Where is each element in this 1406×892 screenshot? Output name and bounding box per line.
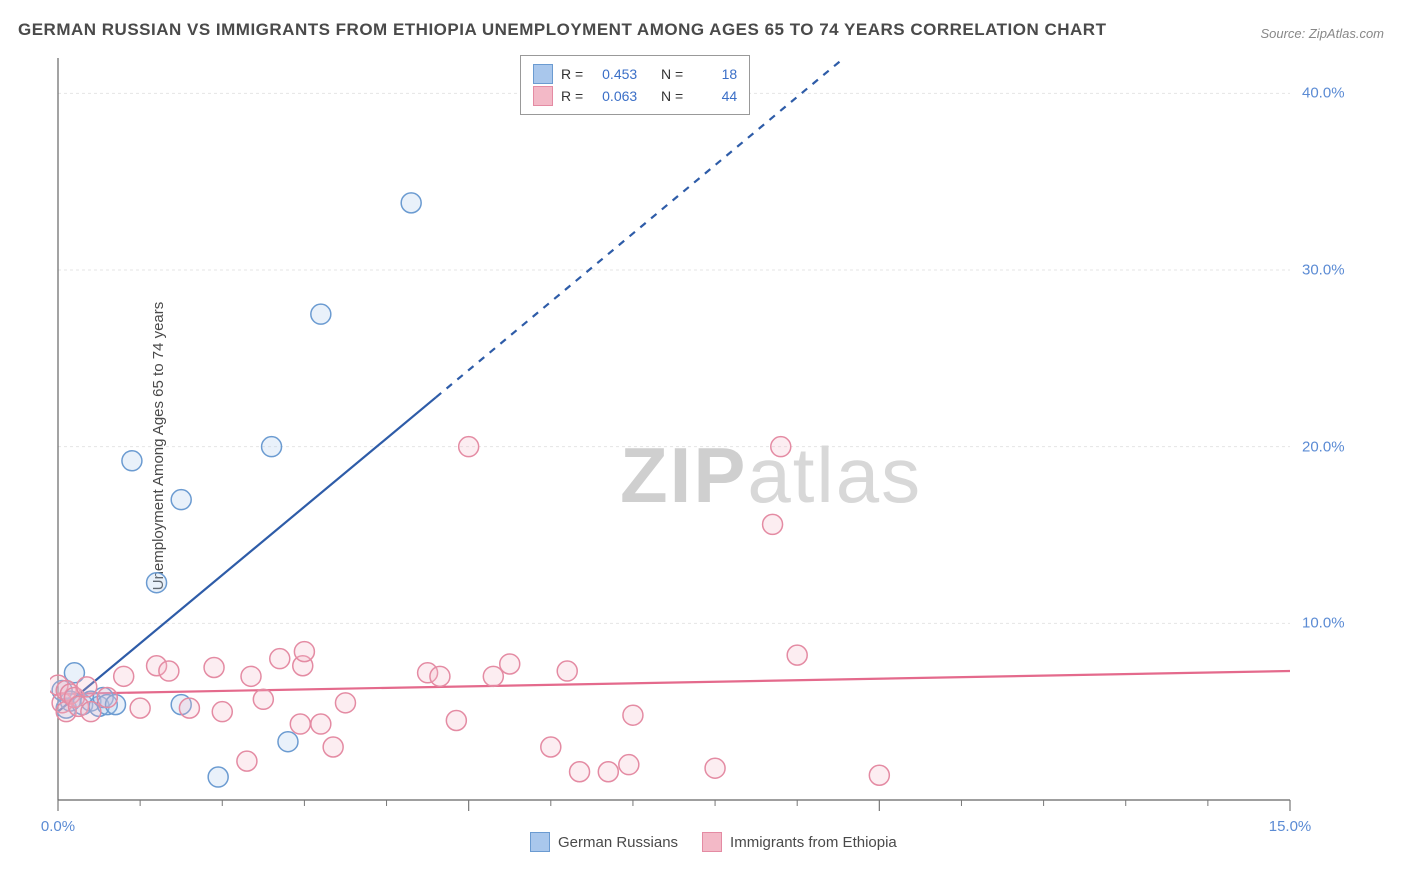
y-tick-label: 20.0% [1302, 438, 1345, 455]
legend-label: Immigrants from Ethiopia [730, 834, 897, 851]
n-value: 44 [691, 88, 737, 104]
legend-swatch [530, 832, 550, 852]
y-tick-label: 30.0% [1302, 262, 1345, 279]
r-label: R = [561, 66, 583, 82]
n-label: N = [661, 88, 683, 104]
n-label: N = [661, 66, 683, 82]
legend-row: R = 0.453 N = 18 [533, 64, 737, 84]
chart-title: GERMAN RUSSIAN VS IMMIGRANTS FROM ETHIOP… [18, 20, 1106, 40]
source-label: Source: ZipAtlas.com [1260, 26, 1384, 41]
legend-swatch [702, 832, 722, 852]
legend-swatch [533, 86, 553, 106]
scatter-plot [50, 50, 1350, 830]
x-tick-label: 0.0% [41, 818, 75, 835]
y-tick-label: 10.0% [1302, 615, 1345, 632]
stats-legend: R = 0.453 N = 18 R = 0.063 N = 44 [520, 55, 750, 115]
legend-swatch [533, 64, 553, 84]
n-value: 18 [691, 66, 737, 82]
legend-item: Immigrants from Ethiopia [702, 832, 897, 852]
r-value: 0.063 [591, 88, 637, 104]
legend-item: German Russians [530, 832, 678, 852]
y-tick-label: 40.0% [1302, 85, 1345, 102]
legend-label: German Russians [558, 834, 678, 851]
x-tick-label: 15.0% [1269, 818, 1312, 835]
r-label: R = [561, 88, 583, 104]
r-value: 0.453 [591, 66, 637, 82]
legend-row: R = 0.063 N = 44 [533, 86, 737, 106]
series-legend: German Russians Immigrants from Ethiopia [530, 832, 897, 852]
